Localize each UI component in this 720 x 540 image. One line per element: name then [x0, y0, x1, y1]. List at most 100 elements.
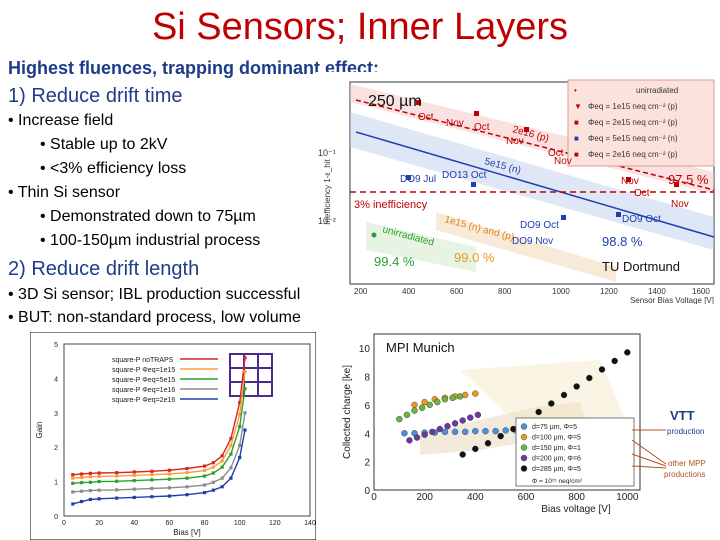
gain-point	[115, 479, 119, 483]
gain-point	[185, 476, 189, 480]
gain-point	[132, 495, 136, 500]
chart-title: 250 µm	[368, 93, 422, 110]
pt-5e15	[616, 212, 621, 217]
gain-point	[185, 485, 189, 489]
bullet-stable-2kv: • Stable up to 2kV	[40, 136, 168, 153]
bullet-75um: • Demonstrated down to 75µm	[40, 208, 256, 225]
gain-point	[211, 480, 215, 484]
gain-point	[243, 411, 247, 415]
charge-point	[456, 393, 464, 400]
gain-point	[79, 481, 84, 485]
charge-x-tick: 400	[467, 492, 484, 503]
gain-point	[220, 476, 224, 480]
label-oct: Oct	[418, 112, 434, 123]
gain-point	[97, 488, 101, 492]
bullet-efficiency-loss: • <3% efficiency loss	[40, 160, 187, 177]
charge-point	[411, 401, 418, 409]
charge-point	[461, 428, 469, 436]
slide-title: Si Sensors; Inner Layers	[151, 6, 569, 48]
gain-y-tick: 5	[54, 342, 58, 349]
gain-legend-entry: square-P Φeq=5e15	[112, 377, 175, 384]
charge-y-tick: 8	[364, 373, 370, 384]
pt-2e16	[474, 111, 479, 116]
charge-point	[510, 425, 517, 433]
charge-point	[472, 445, 479, 453]
charge-legend	[515, 417, 635, 487]
gain-point	[220, 459, 224, 463]
charge-point	[484, 439, 492, 447]
svg-text:•: •	[574, 86, 577, 95]
x-axis-label: Sensor Bias Voltage [V]	[630, 296, 714, 304]
gain-y-tick: 2	[54, 445, 58, 452]
gain-x-tick: 40	[130, 520, 138, 527]
gain-point	[132, 487, 136, 491]
gain-legend-entry: square-P Φeq=1e16	[112, 387, 175, 394]
pt-5e15	[406, 175, 411, 180]
charge-point	[535, 408, 542, 416]
svg-text:■: ■	[574, 150, 579, 159]
gain-point	[243, 428, 247, 432]
charge-point	[444, 422, 451, 430]
points-5e15	[406, 175, 621, 220]
gain-point	[132, 470, 136, 474]
charge-point	[396, 415, 403, 423]
gain-legend-entry: square-P Φeq=2e16	[112, 397, 175, 404]
gain-point	[115, 496, 119, 500]
charge-legend-marker	[520, 454, 528, 462]
gain-point	[229, 476, 233, 480]
label-oct: Oct	[634, 188, 650, 199]
charge-point	[426, 401, 433, 409]
charge-point	[401, 430, 408, 437]
charge-y-tick: 2	[364, 458, 370, 469]
label-nov: Nov	[506, 136, 524, 147]
gain-point	[97, 480, 101, 484]
gain-point	[79, 499, 84, 504]
pt-2e16	[626, 177, 631, 182]
charge-y-tick: 4	[364, 429, 370, 440]
pt-5e15	[561, 215, 566, 220]
charge-point	[459, 451, 466, 458]
svg-text:■: ■	[574, 118, 579, 127]
charge-point	[436, 425, 444, 433]
gain-point	[238, 412, 242, 417]
charge-point	[451, 428, 459, 436]
charge-point	[441, 396, 449, 403]
charge-legend-marker	[520, 465, 528, 472]
gain-point	[115, 488, 119, 492]
gain-x-label: Bias [V]	[173, 528, 201, 537]
gain-y-tick: 4	[54, 376, 58, 383]
band-5e15	[350, 112, 714, 250]
label-do9-jul: DO9 Jul	[400, 174, 436, 185]
charge-point	[418, 404, 426, 411]
charge-title: MPI Munich	[386, 340, 455, 355]
charge-point	[482, 427, 489, 435]
label-tu-dortmund: TU Dortmund	[602, 259, 680, 274]
pixel-grid-icon	[229, 353, 273, 397]
x-tick: 1000	[552, 287, 570, 296]
fit-5e15	[355, 131, 715, 238]
gain-point	[229, 452, 233, 456]
x-tick: 800	[498, 287, 512, 296]
gain-point	[115, 474, 119, 478]
gain-point	[229, 443, 233, 448]
gain-point	[220, 465, 224, 469]
charge-point	[413, 434, 421, 441]
gain-point	[185, 471, 189, 475]
charge-point	[434, 398, 441, 406]
gain-point	[79, 489, 84, 493]
gain-point	[71, 473, 75, 477]
gain-point	[185, 493, 189, 497]
vtt-production: production	[667, 427, 704, 436]
label-98-8: 98.8 %	[602, 234, 643, 249]
gain-point	[115, 471, 119, 475]
label-99-4: 99.4 %	[374, 254, 415, 269]
gain-x-tick: 20	[95, 520, 103, 527]
y-axis-label: Inefficiency 1-ε_hit	[323, 158, 332, 224]
gain-legend-entry: square-P noTRAPS	[112, 357, 174, 364]
gain-point	[79, 475, 84, 480]
svg-text:■: ■	[574, 134, 579, 143]
charge-x-tick: 1000	[616, 492, 639, 503]
charge-x-tick: 0	[371, 492, 377, 503]
legend-entry: unirradiated	[636, 86, 678, 95]
gain-point	[167, 486, 172, 490]
